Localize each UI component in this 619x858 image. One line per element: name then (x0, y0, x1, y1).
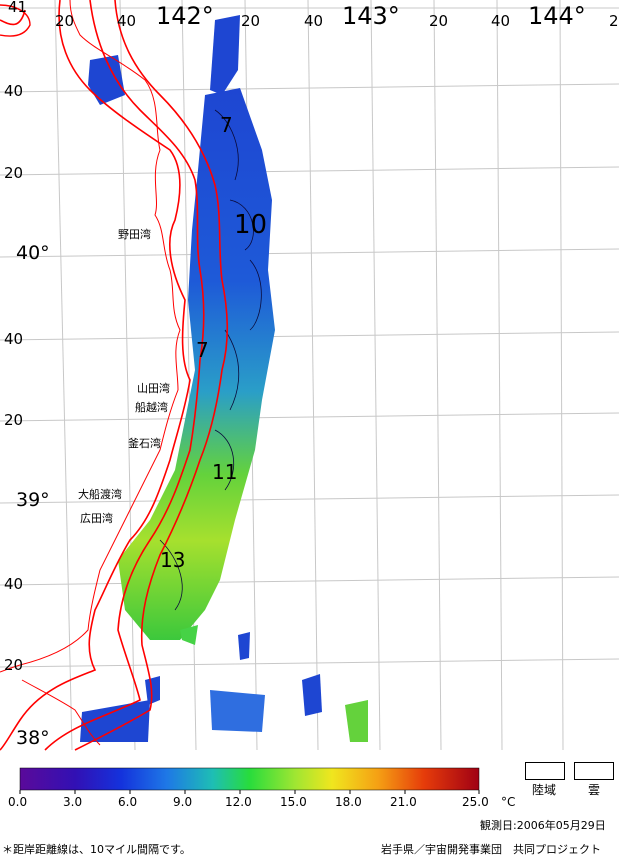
colorbar-tick-label: 25.0 (462, 795, 489, 809)
lon-label-major: 144° (528, 2, 586, 30)
left-coast-circle (0, 4, 31, 37)
credit: 岩手県／宇宙開発事業団 共同プロジェクト (381, 843, 601, 856)
colorbar-tick-label: 21.0 (390, 795, 417, 809)
bay-label-kamaishi: 釜石湾 (128, 437, 161, 450)
lat-label-minor: 20 (4, 411, 24, 429)
lon-label-major: 143° (342, 2, 400, 30)
lat-label-major: 39° (16, 489, 50, 511)
observation-date: 観測日:2006年05月29日 (480, 819, 606, 832)
bay-label-yamada: 山田湾 (137, 382, 170, 395)
color-scale-bar (19, 767, 480, 791)
lat-label-minor: 40 (4, 82, 24, 100)
lat-label-minor: 40 (4, 575, 24, 593)
isotherm-label: 11 (212, 460, 238, 484)
lon-label-minor: 40 (117, 12, 137, 30)
lat-label-minor: 20 (4, 656, 24, 674)
colorbar-unit: °C (501, 795, 516, 809)
colorbar-tick-label: 0.0 (8, 795, 28, 809)
colorbar-tick-label: 9.0 (173, 795, 193, 809)
colorbar-tick-label: 6.0 (118, 795, 138, 809)
lon-label-minor: 20 (429, 12, 449, 30)
lat-label-minor: 20 (4, 164, 24, 182)
lon-label-minor: 40 (491, 12, 511, 30)
land-legend-box (525, 762, 565, 780)
lat-label-minor: 40 (4, 330, 24, 348)
colorbar-tick-label: 15.0 (280, 795, 307, 809)
bay-label-ofunato: 大船渡湾 (78, 488, 122, 501)
isotherm-label: 7 (220, 113, 233, 137)
lon-label-minor: 20 (241, 12, 261, 30)
lat-label-major: 40° (16, 242, 50, 264)
sst-data (80, 15, 368, 742)
cloud-legend-box (574, 762, 614, 780)
bay-label-funakoshi: 船越湾 (135, 401, 168, 414)
colorbar-tick-label: 18.0 (335, 795, 362, 809)
lon-label-minor: 2 (609, 12, 619, 30)
lon-label-minor: 20 (55, 12, 75, 30)
colorbar-tick-label: 3.0 (63, 795, 83, 809)
lon-label-major: 142° (156, 2, 214, 30)
coastline (0, 0, 229, 751)
colorbar-tick-label: 12.0 (225, 795, 252, 809)
colorbar-ticks (19, 790, 480, 794)
cloud-legend-label: 雲 (588, 783, 601, 797)
inner-coast (0, 0, 181, 746)
distance-note: ＊距岸距離線は、10マイル間隔です。 (2, 843, 191, 856)
isotherm-label: 13 (160, 548, 186, 572)
graticule (0, 0, 619, 751)
bay-label-noda: 野田湾 (118, 228, 151, 241)
lon-label-top-left: 41 (8, 0, 28, 16)
isotherm-label: 7 (196, 338, 209, 362)
lon-label-minor: 40 (304, 12, 324, 30)
lat-label-major: 38° (16, 727, 50, 749)
land-legend-label: 陸域 (532, 783, 557, 797)
isotherm-label: 10 (234, 210, 268, 240)
bay-label-hirota: 広田湾 (80, 512, 113, 525)
isotherm-lines (159, 109, 262, 611)
